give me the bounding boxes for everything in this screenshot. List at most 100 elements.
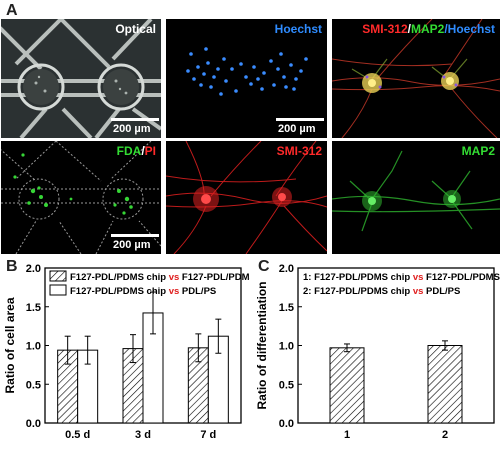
optical-label-text: Optical (115, 22, 156, 36)
fda-pi-label-part-3: PI (144, 144, 156, 158)
nucleus-dot (279, 52, 283, 56)
nucleus-dot (199, 83, 203, 87)
nucleus-dot (282, 75, 286, 79)
chart-b: 0.0 0.5 1.0 1.5 2.0 Ratio of cell area 0.5 d 3 … (0, 258, 256, 445)
legend-text-part: vs (413, 272, 424, 283)
optical-scale-text: 200 µm (113, 123, 151, 135)
legend-entry: 2: F127-PDL/PDMS chip vs PDL/PS (303, 286, 460, 297)
nucleus-dot (202, 72, 206, 76)
smi312-axons (166, 141, 327, 254)
legend-text-part: F127-PDL/PDMS chip (70, 272, 169, 283)
legend-text-part: 2: F127-PDL/PDMS chip (303, 286, 413, 297)
legend-text-part: vs (413, 286, 424, 297)
x-tick-label: 3 d (135, 429, 151, 441)
smi312-label: SMI-312 (277, 144, 322, 158)
x-tick-label: 0.5 d (65, 429, 90, 441)
legend-text-part: F127-PDL/PDMS (423, 272, 500, 283)
nucleus-dot (222, 57, 226, 61)
merge-label-part-1: SMI-312 (362, 22, 408, 36)
nucleus-dot (269, 59, 273, 63)
bar (427, 345, 463, 424)
optical-channel-pattern (1, 19, 161, 138)
legend-swatch (49, 284, 67, 296)
legend-text-part: PDL/PS (423, 286, 460, 297)
nucleus-dot (209, 85, 213, 89)
nucleus-dot (204, 47, 208, 51)
legend-entry: F127-PDL/PDMS chip vs F127-PDL/PDMS (70, 272, 250, 283)
hoechst-nuclei (186, 47, 308, 96)
nucleus-dot (292, 87, 296, 91)
legend-entry: F127-PDL/PDMS chip vs PDL/PS (70, 286, 216, 297)
fda-pi-pattern (1, 141, 161, 254)
nucleus-dot (189, 52, 193, 56)
x-tick-label: 1 (344, 429, 350, 441)
map2-label-text: MAP2 (461, 144, 495, 158)
x-tick-label: 2 (442, 429, 448, 441)
legend-text-part: F127-PDL/PDMS chip (70, 286, 169, 297)
nucleus-dot (212, 75, 216, 79)
nucleus-dot (206, 61, 210, 65)
hoechst-label-text: Hoechst (274, 22, 322, 36)
y-tick-label: 2.0 (279, 263, 294, 275)
fda-pi-micrograph: FDA/PI 200 µm (1, 141, 161, 254)
nucleus-dot (252, 65, 256, 69)
nucleus-dot (289, 63, 293, 67)
legend-text-part: PDL/PS (179, 286, 216, 297)
map2-dendrites (332, 150, 500, 232)
fda-pi-label-part-1: FDA (116, 144, 142, 158)
panel-a-letter: A (6, 2, 18, 19)
legend-text-part: vs (169, 272, 180, 283)
nucleus-dot (239, 62, 243, 66)
merge-label-part-3: MAP2 (410, 22, 445, 36)
legend-entry: 1: F127-PDL/PDMS chip vs F127-PDL/PDMS (303, 272, 500, 283)
nucleus-dot (230, 67, 234, 71)
nucleus-dot (244, 75, 248, 79)
hoechst-micrograph: Hoechst 200 µm (166, 19, 327, 138)
hoechst-scale-text: 200 µm (278, 123, 316, 135)
x-tick-label: 7 d (200, 429, 216, 441)
nucleus-dot (262, 71, 266, 75)
fda-pi-scale-text: 200 µm (113, 239, 151, 251)
nucleus-dot (219, 92, 223, 96)
nucleus-dot (216, 67, 220, 71)
y-tick-label: 0.0 (26, 418, 41, 430)
map2-micrograph: MAP2 (332, 141, 500, 254)
y-axis-label: Ratio of cell area (3, 297, 17, 393)
nucleus-dot (284, 85, 288, 89)
nucleus-dot (299, 69, 303, 73)
merge-label-part-4: /Hoechst (444, 22, 495, 36)
chart-c: 0.0 0.5 1.0 1.5 2.0 Ratio of differentiation 1… (252, 258, 500, 445)
map2-label: MAP2 (462, 144, 495, 158)
chart-c-svg: 0.0 0.5 1.0 1.5 2.0 Ratio of differentiation 1… (255, 263, 500, 441)
y-tick-label: 0.5 (26, 379, 41, 391)
nucleus-dot (192, 77, 196, 81)
nucleus-dot (256, 77, 260, 81)
fda-pi-label-part-2: / (141, 144, 145, 158)
merge-micrograph: SMI-312/MAP2/Hoechst (332, 19, 500, 138)
nucleus-dot (272, 83, 276, 87)
legend-text-part: vs (169, 286, 180, 297)
nucleus-dot (249, 82, 253, 86)
hoechst-scale-bar (276, 118, 324, 121)
nucleus-dot (234, 89, 238, 93)
y-tick-label: 1.5 (26, 302, 41, 314)
nucleus-dot (260, 87, 264, 91)
y-tick-label: 1.0 (279, 341, 294, 353)
bar (329, 347, 365, 424)
optical-scale-bar (111, 118, 159, 121)
smi312-micrograph: SMI-312 (166, 141, 327, 254)
legend-text-part: 1: F127-PDL/PDMS chip (303, 272, 413, 283)
nucleus-dot (224, 79, 228, 83)
panel-b-letter: B (6, 258, 18, 275)
chart-b-svg: 0.0 0.5 1.0 1.5 2.0 Ratio of cell area 0.5 d 3 … (3, 263, 256, 441)
nucleus-dot (276, 67, 280, 71)
optical-micrograph: Optical 200 µm (1, 19, 161, 138)
merge-label-part-2: / (407, 22, 411, 36)
legend-swatch (49, 270, 67, 282)
y-tick-label: 0.5 (279, 379, 294, 391)
y-tick-label: 1.0 (26, 341, 41, 353)
optical-label: Optical (115, 22, 156, 36)
nucleus-dot (304, 57, 308, 61)
y-axis-label: Ratio of differentiation (255, 282, 269, 410)
merge-neurons (332, 19, 500, 138)
